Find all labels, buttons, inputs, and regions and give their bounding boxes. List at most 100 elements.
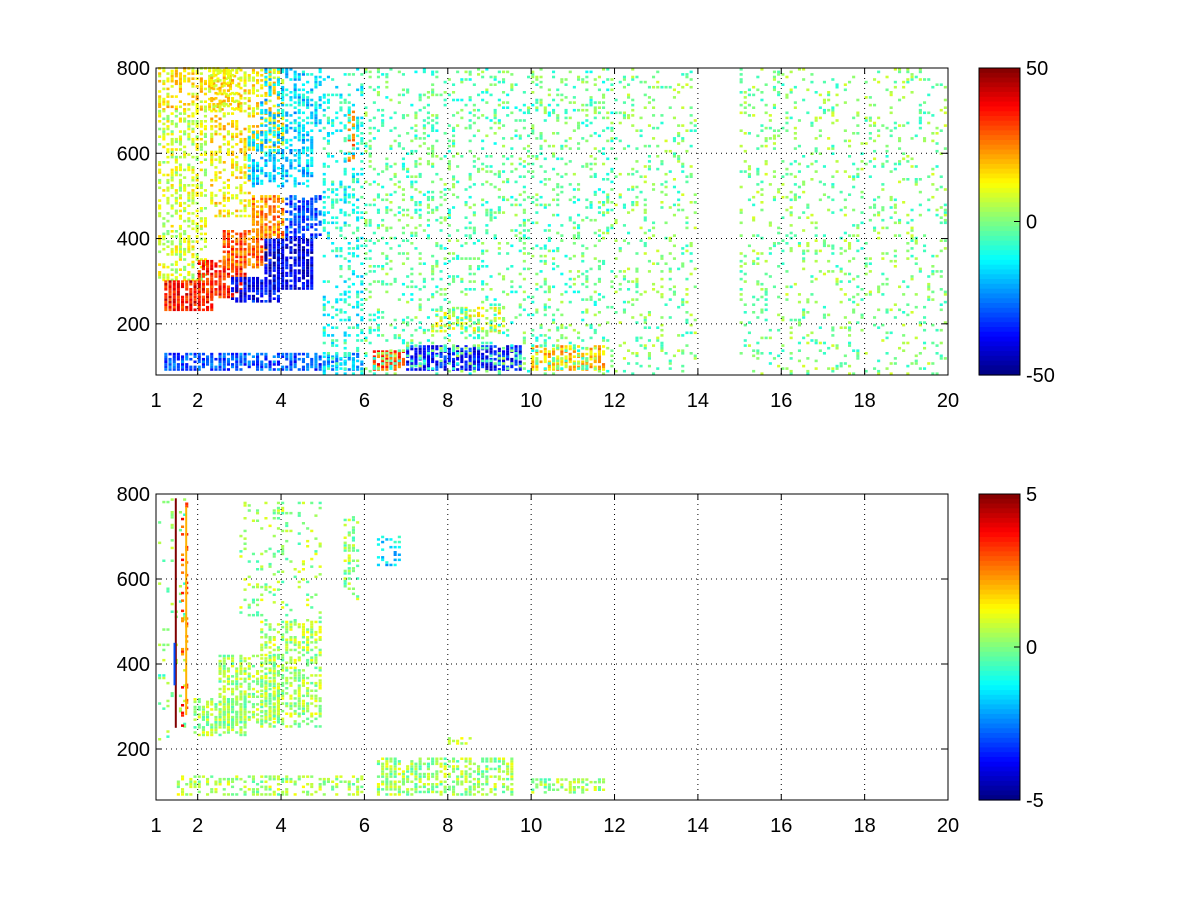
heatmap-cell bbox=[285, 172, 289, 175]
heatmap-cell bbox=[535, 137, 539, 140]
heatmap-cell bbox=[585, 162, 589, 166]
heatmap-cell bbox=[556, 157, 560, 161]
heatmap-cell bbox=[372, 360, 376, 364]
heatmap-cell bbox=[639, 293, 643, 296]
heatmap-cell bbox=[585, 80, 589, 84]
heatmap-cell bbox=[264, 151, 268, 155]
heatmap-cell bbox=[276, 195, 280, 198]
heatmap-cell bbox=[243, 265, 247, 269]
heatmap-cell bbox=[331, 203, 335, 207]
heatmap-cell bbox=[589, 298, 593, 301]
heatmap-cell bbox=[393, 354, 397, 358]
heatmap-cell bbox=[572, 282, 576, 286]
heatmap-cell bbox=[158, 95, 162, 98]
heatmap-cell bbox=[485, 346, 489, 350]
heatmap-cell bbox=[552, 249, 556, 253]
heatmap-cell bbox=[531, 247, 535, 250]
heatmap-cell bbox=[331, 183, 335, 186]
heatmap-cell bbox=[502, 70, 506, 74]
heatmap-cell bbox=[193, 365, 197, 369]
heatmap-cell bbox=[356, 275, 360, 278]
heatmap-cell bbox=[199, 224, 203, 228]
heatmap-cell bbox=[335, 326, 339, 329]
heatmap-cell bbox=[256, 287, 260, 290]
heatmap-cell bbox=[197, 305, 201, 309]
heatmap-cell bbox=[264, 269, 268, 272]
heatmap-cell bbox=[260, 131, 264, 134]
heatmap-cell bbox=[170, 74, 174, 78]
heatmap-cell bbox=[527, 111, 531, 115]
heatmap-cell bbox=[385, 368, 389, 371]
heatmap-cell bbox=[493, 303, 497, 306]
heatmap-cell bbox=[326, 231, 330, 235]
heatmap-cell bbox=[264, 228, 268, 231]
heatmap-cell bbox=[178, 273, 182, 277]
heatmap-cell bbox=[276, 78, 280, 81]
heatmap-cell bbox=[276, 172, 280, 175]
heatmap-cell bbox=[199, 227, 203, 231]
heatmap-cell bbox=[170, 155, 174, 159]
heatmap-cell bbox=[212, 105, 216, 109]
heatmap-cell bbox=[318, 119, 322, 122]
heatmap-cell bbox=[622, 224, 626, 227]
heatmap-cell bbox=[235, 272, 239, 276]
heatmap-cell bbox=[556, 326, 560, 329]
heatmap-cell bbox=[456, 70, 460, 74]
heatmap-cell bbox=[193, 352, 197, 356]
heatmap-cell bbox=[201, 280, 205, 283]
heatmap-cell bbox=[485, 68, 489, 71]
heatmap-cell bbox=[610, 137, 614, 140]
heatmap-cell bbox=[439, 308, 443, 312]
heatmap-cell bbox=[639, 313, 643, 317]
heatmap-cell bbox=[222, 91, 226, 95]
heatmap-cell bbox=[281, 126, 285, 130]
heatmap-cell bbox=[281, 136, 285, 139]
heatmap-cell bbox=[272, 141, 276, 144]
heatmap-cell bbox=[264, 218, 268, 221]
heatmap-cell bbox=[285, 230, 289, 234]
heatmap-cell bbox=[543, 108, 547, 112]
heatmap-cell bbox=[356, 172, 360, 176]
heatmap-cell bbox=[212, 69, 216, 73]
heatmap-cell bbox=[201, 357, 205, 361]
heatmap-cell bbox=[174, 199, 178, 202]
heatmap-cell bbox=[602, 339, 606, 342]
heatmap-cell bbox=[581, 355, 585, 358]
heatmap-cell bbox=[618, 288, 622, 291]
heatmap-cell bbox=[464, 363, 468, 366]
heatmap-cell bbox=[531, 328, 535, 332]
heatmap-cell bbox=[289, 164, 293, 167]
heatmap-cell bbox=[306, 146, 310, 150]
heatmap-cell bbox=[187, 224, 191, 228]
heatmap-cell bbox=[191, 85, 195, 88]
heatmap-cell bbox=[251, 202, 255, 206]
heatmap-cell bbox=[543, 282, 547, 286]
heatmap-cell bbox=[514, 129, 518, 132]
heatmap-cell bbox=[191, 95, 195, 98]
heatmap-cell bbox=[193, 298, 197, 301]
heatmap-cell bbox=[389, 116, 393, 120]
heatmap-cell bbox=[293, 91, 297, 94]
heatmap-cell bbox=[226, 290, 230, 294]
heatmap-cell bbox=[572, 362, 576, 365]
heatmap-cell bbox=[170, 120, 174, 123]
heatmap-cell bbox=[547, 336, 551, 340]
heatmap-cell bbox=[552, 70, 556, 74]
heatmap-cell bbox=[231, 250, 235, 254]
heatmap-cell bbox=[239, 352, 243, 356]
heatmap-cell bbox=[368, 290, 372, 294]
heatmap-cell bbox=[285, 274, 289, 277]
heatmap-cell bbox=[564, 359, 568, 363]
heatmap-cell bbox=[447, 334, 451, 337]
heatmap-cell bbox=[456, 111, 460, 115]
heatmap-cell bbox=[547, 350, 551, 353]
heatmap-cell bbox=[376, 208, 380, 212]
heatmap-cell bbox=[318, 357, 322, 361]
heatmap-cell bbox=[210, 191, 214, 195]
heatmap-cell bbox=[281, 368, 285, 371]
heatmap-cell bbox=[297, 246, 301, 249]
heatmap-cell bbox=[301, 264, 305, 267]
heatmap-cell bbox=[310, 210, 314, 213]
heatmap-cell bbox=[306, 215, 310, 219]
heatmap-cell bbox=[597, 350, 601, 353]
